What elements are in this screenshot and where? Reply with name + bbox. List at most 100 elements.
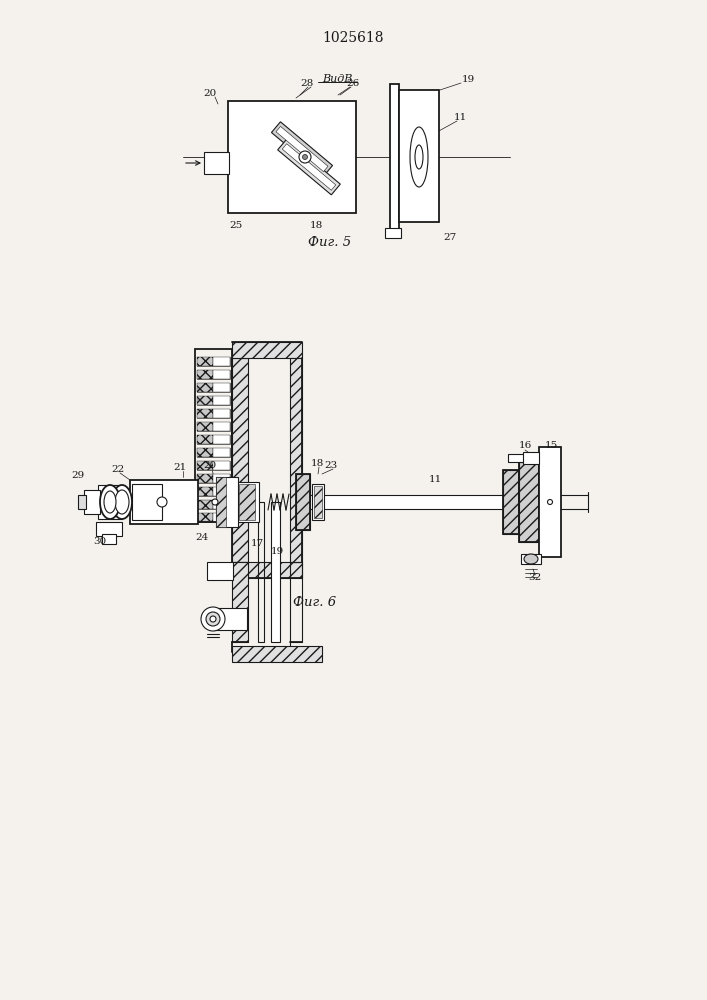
Text: 15: 15 bbox=[544, 442, 558, 450]
Bar bbox=[213, 396, 230, 405]
Polygon shape bbox=[271, 122, 332, 176]
Bar bbox=[197, 357, 213, 366]
Bar bbox=[213, 448, 230, 457]
Bar bbox=[290, 358, 302, 562]
Bar bbox=[197, 461, 230, 470]
Bar bbox=[290, 562, 302, 642]
Bar bbox=[503, 470, 519, 534]
Text: 26: 26 bbox=[346, 80, 360, 89]
Bar bbox=[213, 500, 230, 509]
Bar bbox=[84, 490, 100, 514]
Ellipse shape bbox=[157, 497, 167, 507]
Bar bbox=[197, 422, 213, 431]
Bar bbox=[197, 370, 230, 379]
Bar bbox=[197, 448, 230, 457]
Text: ВидВ: ВидВ bbox=[322, 74, 352, 84]
Text: 19: 19 bbox=[270, 548, 284, 556]
Text: 11: 11 bbox=[453, 113, 467, 122]
Text: 22: 22 bbox=[112, 466, 124, 475]
Bar bbox=[213, 474, 230, 483]
Text: 29: 29 bbox=[71, 472, 85, 481]
Bar bbox=[195, 349, 232, 522]
Bar bbox=[258, 502, 264, 642]
Polygon shape bbox=[282, 144, 336, 190]
Bar bbox=[385, 228, 401, 238]
Bar bbox=[197, 487, 230, 496]
Ellipse shape bbox=[210, 616, 216, 622]
Bar bbox=[523, 452, 539, 464]
Ellipse shape bbox=[303, 154, 308, 159]
Text: 27: 27 bbox=[443, 232, 457, 241]
Bar bbox=[503, 470, 519, 534]
Bar bbox=[197, 409, 230, 418]
Bar bbox=[232, 562, 302, 578]
Text: Фиг. 5: Фиг. 5 bbox=[308, 236, 351, 249]
Bar bbox=[197, 474, 230, 483]
Text: 28: 28 bbox=[300, 80, 314, 89]
Ellipse shape bbox=[115, 490, 129, 514]
Bar bbox=[197, 435, 230, 444]
Ellipse shape bbox=[212, 499, 218, 505]
Bar bbox=[228, 101, 356, 213]
Bar bbox=[271, 502, 280, 642]
Bar bbox=[213, 435, 230, 444]
Bar bbox=[296, 495, 558, 509]
Bar bbox=[216, 477, 238, 527]
Bar bbox=[197, 396, 230, 405]
Bar bbox=[197, 409, 213, 418]
Bar bbox=[213, 357, 230, 366]
Bar bbox=[132, 484, 162, 520]
Bar bbox=[213, 513, 230, 522]
Text: 21: 21 bbox=[173, 464, 187, 473]
Text: 18: 18 bbox=[310, 221, 322, 230]
Bar bbox=[197, 396, 213, 405]
Ellipse shape bbox=[206, 612, 220, 626]
Bar bbox=[216, 477, 226, 527]
Ellipse shape bbox=[415, 145, 423, 169]
Text: 16: 16 bbox=[518, 442, 532, 450]
Bar bbox=[399, 90, 439, 222]
Polygon shape bbox=[276, 126, 328, 172]
Text: 17: 17 bbox=[250, 540, 264, 548]
Bar bbox=[239, 484, 255, 520]
Ellipse shape bbox=[410, 127, 428, 187]
Bar bbox=[197, 422, 230, 431]
Text: 24: 24 bbox=[195, 534, 209, 542]
Text: 30: 30 bbox=[93, 538, 107, 546]
Bar bbox=[197, 461, 213, 470]
Ellipse shape bbox=[299, 151, 311, 163]
Ellipse shape bbox=[104, 491, 116, 513]
Bar bbox=[519, 462, 539, 542]
Bar bbox=[197, 383, 213, 392]
Ellipse shape bbox=[100, 485, 120, 519]
Bar bbox=[197, 513, 213, 522]
Bar bbox=[508, 454, 536, 462]
Text: 20: 20 bbox=[204, 462, 216, 471]
Bar bbox=[98, 485, 122, 519]
Bar bbox=[390, 84, 399, 232]
Bar bbox=[197, 357, 230, 366]
Bar bbox=[197, 474, 213, 483]
Text: 19: 19 bbox=[462, 76, 474, 85]
Bar bbox=[232, 342, 302, 358]
Text: 25: 25 bbox=[229, 221, 243, 230]
Bar bbox=[207, 562, 233, 580]
Bar bbox=[296, 474, 310, 530]
Bar bbox=[197, 513, 230, 522]
Bar bbox=[197, 448, 213, 457]
Bar bbox=[213, 422, 230, 431]
Bar bbox=[96, 522, 122, 536]
Bar bbox=[213, 383, 230, 392]
Text: 11: 11 bbox=[428, 476, 442, 485]
Bar bbox=[204, 152, 229, 174]
Text: 18: 18 bbox=[310, 460, 324, 468]
Bar bbox=[213, 487, 230, 496]
Text: 23: 23 bbox=[325, 462, 338, 471]
Bar bbox=[197, 370, 213, 379]
Bar bbox=[197, 435, 213, 444]
Bar bbox=[312, 484, 324, 520]
Bar bbox=[197, 500, 213, 509]
Bar bbox=[519, 462, 539, 542]
Ellipse shape bbox=[112, 485, 132, 519]
Ellipse shape bbox=[547, 499, 552, 504]
